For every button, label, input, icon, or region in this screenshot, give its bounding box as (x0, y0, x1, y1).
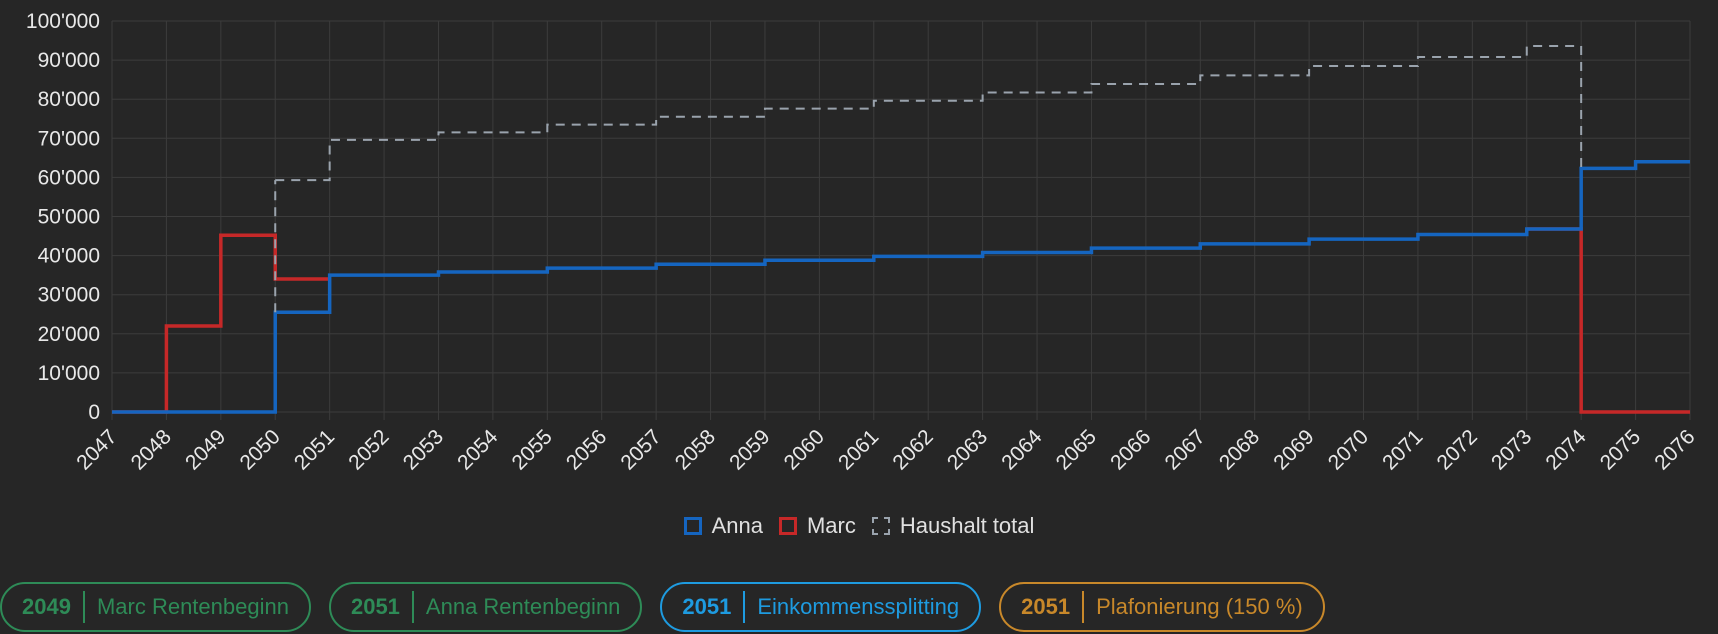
event-pill-plafonierung[interactable]: 2051 Plafonierung (150 %) (999, 582, 1325, 632)
legend-item-total[interactable]: Haushalt total (871, 513, 1035, 539)
legend-label-marc: Marc (806, 513, 856, 538)
x-tick-label: 2072 (1433, 425, 1482, 474)
x-tick-label: 2071 (1378, 425, 1427, 474)
x-tick-label: 2064 (997, 425, 1047, 475)
series-line-haushalt-total (275, 45, 1582, 182)
x-tick-label: 2059 (725, 425, 774, 474)
event-label: Marc Rentenbeginn (96, 594, 289, 619)
event-divider (1082, 591, 1085, 623)
event-divider (411, 591, 414, 623)
y-tick-label: 80'000 (38, 88, 100, 111)
event-year: 2051 (350, 594, 400, 619)
x-tick-label: 2052 (344, 425, 393, 474)
income-chart: 0 10'000 20'000 30'000 40'000 50'000 60'000 70'… (26, 10, 1700, 475)
y-tick-label: 70'000 (38, 127, 100, 150)
event-label: Plafonierung (150 %) (1096, 594, 1303, 619)
event-divider (82, 591, 85, 623)
x-tick-label: 2075 (1596, 425, 1645, 474)
x-tick-label: 2074 (1541, 425, 1591, 475)
x-tick-label: 2066 (1106, 425, 1155, 474)
event-pills: 2049 Marc Rentenbeginn 2051 Anna Rentenb… (0, 582, 1325, 632)
x-tick-label: 2063 (943, 425, 992, 474)
legend-item-marc[interactable]: Marc (778, 513, 856, 539)
x-tick-label: 2076 (1650, 425, 1699, 474)
event-label: Anna Rentenbeginn (425, 594, 621, 619)
event-label: Einkommenssplitting (757, 594, 960, 619)
legend-swatch-anna (683, 517, 702, 535)
x-tick-label: 2067 (1161, 425, 1210, 474)
legend-swatch-marc (778, 517, 797, 535)
event-year: 2049 (22, 594, 71, 619)
x-tick-label: 2048 (127, 425, 176, 474)
chart-legend: Anna Marc Haushalt total (0, 513, 1718, 539)
y-tick-label: 40'000 (38, 245, 100, 268)
legend-label-total: Haushalt total (899, 513, 1035, 538)
event-year: 2051 (1021, 594, 1071, 619)
x-tick-label: 2051 (290, 425, 339, 474)
x-tick-label: 2057 (616, 425, 665, 474)
x-tick-label: 2047 (72, 425, 121, 474)
y-tick-label: 30'000 (38, 284, 100, 307)
x-tick-label: 2055 (508, 425, 557, 474)
legend-swatch-total (871, 517, 890, 535)
legend-label-anna: Anna (711, 513, 763, 538)
x-tick-label: 2073 (1487, 425, 1536, 474)
legend-item-anna[interactable]: Anna (683, 513, 763, 539)
x-tick-label: 2062 (888, 425, 937, 474)
event-pill-marc-rentenbeginn[interactable]: 2049 Marc Rentenbeginn (0, 582, 311, 632)
x-tick-label: 2060 (780, 425, 829, 474)
x-tick-label: 2050 (235, 425, 284, 474)
x-tick-label: 2058 (671, 425, 720, 474)
event-pill-anna-rentenbeginn[interactable]: 2051 Anna Rentenbeginn (328, 582, 643, 632)
x-tick-label: 2053 (399, 425, 448, 474)
y-tick-label: 10'000 (38, 362, 100, 385)
y-tick-label: 100'000 (26, 10, 100, 33)
series-line-anna (112, 160, 1690, 414)
x-tick-label: 2049 (181, 425, 230, 474)
y-tick-label: 90'000 (38, 49, 100, 72)
event-divider (743, 591, 746, 623)
x-tick-label: 2069 (1269, 425, 1318, 474)
event-year: 2051 (682, 594, 732, 619)
y-tick-label: 50'000 (38, 206, 100, 229)
y-tick-label: 0 (88, 401, 100, 424)
x-tick-label: 2070 (1324, 425, 1373, 474)
x-tick-label: 2056 (562, 425, 611, 474)
x-tick-label: 2065 (1052, 425, 1101, 474)
event-pill-einkommenssplitting[interactable]: 2051 Einkommenssplitting (660, 582, 982, 632)
y-tick-label: 20'000 (38, 323, 100, 346)
y-tick-label: 60'000 (38, 166, 100, 189)
x-tick-label: 2068 (1215, 425, 1264, 474)
x-tick-label: 2054 (453, 425, 503, 475)
x-tick-label: 2061 (834, 425, 883, 474)
